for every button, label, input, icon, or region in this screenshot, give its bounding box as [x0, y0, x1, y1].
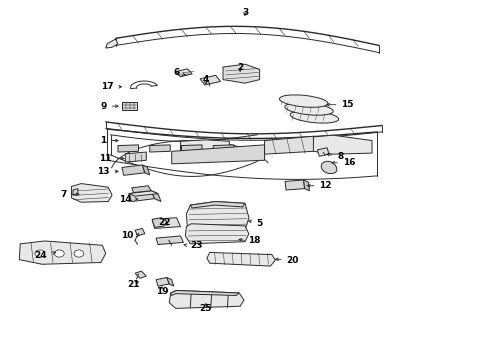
Text: 22: 22	[158, 218, 171, 227]
Polygon shape	[180, 140, 229, 154]
Polygon shape	[125, 152, 147, 162]
Polygon shape	[200, 75, 220, 85]
Polygon shape	[118, 145, 139, 152]
Text: 10: 10	[121, 231, 139, 240]
Polygon shape	[135, 228, 145, 235]
Polygon shape	[186, 202, 249, 229]
Polygon shape	[106, 39, 118, 48]
Circle shape	[54, 250, 64, 257]
Polygon shape	[171, 291, 239, 296]
Circle shape	[74, 250, 84, 257]
Text: 3: 3	[242, 8, 248, 17]
Text: 5: 5	[248, 219, 263, 228]
Polygon shape	[122, 102, 137, 110]
Text: 1: 1	[100, 136, 118, 145]
Polygon shape	[167, 278, 173, 286]
Polygon shape	[304, 180, 310, 191]
Polygon shape	[156, 278, 169, 286]
Polygon shape	[172, 145, 265, 164]
Polygon shape	[152, 218, 180, 228]
Text: 7: 7	[60, 190, 79, 199]
Text: 12: 12	[307, 181, 332, 190]
Text: 9: 9	[100, 102, 118, 111]
Polygon shape	[122, 165, 145, 175]
Text: 11: 11	[99, 154, 124, 163]
Polygon shape	[143, 165, 150, 175]
Polygon shape	[185, 224, 249, 244]
Polygon shape	[265, 136, 333, 154]
Polygon shape	[150, 145, 170, 152]
Polygon shape	[181, 145, 202, 152]
Polygon shape	[314, 135, 372, 154]
Text: 8: 8	[327, 152, 343, 161]
Polygon shape	[19, 241, 106, 264]
Text: 20: 20	[275, 256, 299, 265]
Text: 2: 2	[237, 63, 243, 72]
Polygon shape	[129, 191, 155, 202]
Polygon shape	[321, 161, 337, 174]
Text: 14: 14	[119, 194, 138, 203]
Polygon shape	[132, 186, 151, 193]
Polygon shape	[223, 64, 260, 83]
Polygon shape	[151, 191, 161, 202]
Polygon shape	[72, 184, 112, 202]
Polygon shape	[285, 180, 305, 190]
Polygon shape	[169, 291, 244, 309]
Polygon shape	[318, 148, 329, 156]
Text: 15: 15	[327, 100, 354, 109]
Text: 21: 21	[127, 280, 140, 289]
Polygon shape	[175, 69, 192, 77]
Ellipse shape	[279, 95, 328, 107]
Text: 25: 25	[199, 303, 212, 312]
Polygon shape	[190, 202, 245, 208]
Text: 18: 18	[239, 237, 261, 246]
Text: 13: 13	[97, 167, 118, 176]
Ellipse shape	[290, 111, 339, 123]
Text: 4: 4	[203, 75, 209, 84]
Polygon shape	[135, 271, 147, 278]
Text: 6: 6	[173, 68, 185, 77]
Text: 16: 16	[332, 158, 355, 167]
Polygon shape	[73, 189, 78, 195]
Polygon shape	[156, 236, 183, 244]
Text: 19: 19	[156, 287, 168, 296]
Text: 23: 23	[184, 242, 202, 251]
Circle shape	[35, 250, 45, 257]
Polygon shape	[152, 218, 167, 227]
Polygon shape	[129, 191, 158, 196]
Ellipse shape	[285, 103, 333, 115]
Text: 17: 17	[101, 82, 122, 91]
Text: 24: 24	[34, 251, 56, 260]
Polygon shape	[213, 145, 234, 152]
Polygon shape	[207, 252, 275, 266]
